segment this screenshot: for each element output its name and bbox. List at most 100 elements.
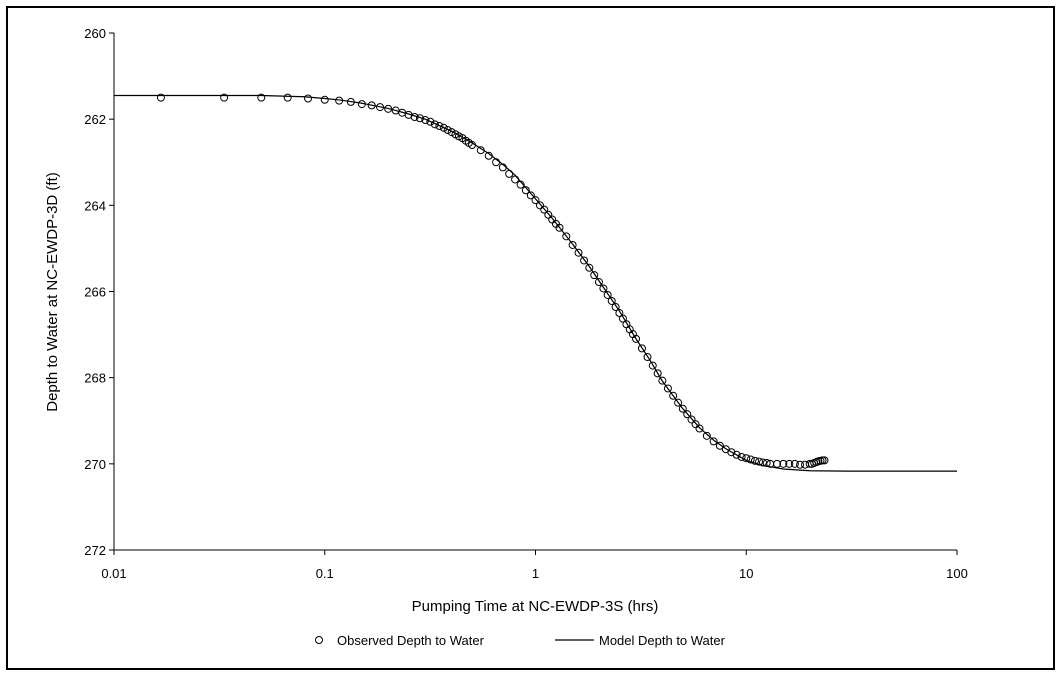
observed-point xyxy=(505,169,514,178)
y-tick-label: 266 xyxy=(84,285,106,300)
observed-point xyxy=(320,95,329,104)
observed-point xyxy=(376,103,385,112)
observed-point xyxy=(643,352,652,361)
observed-point xyxy=(818,456,827,465)
observed-point xyxy=(562,232,571,241)
observed-point xyxy=(615,309,624,318)
observed-point xyxy=(678,404,687,413)
observed-point xyxy=(790,459,799,468)
chart-frame xyxy=(6,6,1055,670)
observed-point xyxy=(796,460,805,469)
observed-point xyxy=(618,314,627,323)
observed-point xyxy=(727,448,736,457)
observed-point xyxy=(585,263,594,272)
tick-labels: 0.01 0.1 1 10 100 260 262 264 266 268 270 272 xyxy=(84,26,968,581)
observed-point xyxy=(663,384,672,393)
observed-point xyxy=(674,398,683,407)
x-axis-title: Pumping Time at NC-EWDP-3S (hrs) xyxy=(412,598,659,615)
x-tick-label: 100 xyxy=(946,566,968,581)
observed-point xyxy=(773,459,782,468)
observed-point xyxy=(755,457,764,466)
observed-point xyxy=(531,196,540,205)
observed-point xyxy=(544,210,553,219)
observed-point xyxy=(732,450,741,459)
observed-point xyxy=(498,163,507,172)
observed-point xyxy=(750,456,759,465)
observed-point xyxy=(516,180,525,189)
observed-point xyxy=(535,201,544,210)
observed-point xyxy=(426,117,435,126)
observed-point xyxy=(607,296,616,305)
observed-point xyxy=(599,284,608,293)
y-tick-label: 262 xyxy=(84,112,106,127)
observed-point xyxy=(304,94,313,103)
observed-point xyxy=(443,125,452,134)
observed-point xyxy=(468,141,477,150)
observed-point xyxy=(511,175,520,184)
observed-point xyxy=(715,441,724,450)
observed-point xyxy=(603,290,612,299)
legend: Observed Depth to Water Model Depth to W… xyxy=(315,633,726,648)
observed-point xyxy=(691,420,700,429)
observed-point xyxy=(439,123,448,132)
observed-point xyxy=(687,415,696,424)
observed-point xyxy=(648,361,657,370)
observed-point xyxy=(357,100,366,109)
observed-point xyxy=(384,104,393,113)
observed-point xyxy=(611,303,620,312)
x-tick-label: 0.01 xyxy=(101,566,126,581)
observed-point xyxy=(737,452,746,461)
observed-point xyxy=(367,101,376,110)
observed-point xyxy=(410,113,419,122)
legend-label-model: Model Depth to Water xyxy=(599,633,726,648)
y-tick-label: 260 xyxy=(84,26,106,41)
observed-point xyxy=(568,240,577,249)
observed-point xyxy=(421,116,430,125)
observed-point xyxy=(335,96,344,105)
observed-point xyxy=(590,271,599,280)
observed-point xyxy=(521,186,530,195)
observed-point xyxy=(785,459,794,468)
legend-marker-observed xyxy=(315,636,323,644)
observed-point xyxy=(637,344,646,353)
observed-point xyxy=(742,454,751,463)
y-tick-label: 272 xyxy=(84,543,106,558)
observed-point xyxy=(669,391,678,400)
observed-point xyxy=(492,158,501,167)
observed-point xyxy=(283,93,292,102)
observed-point xyxy=(540,205,549,214)
y-tick-label: 270 xyxy=(84,457,106,472)
observed-point xyxy=(574,248,583,257)
observed-point xyxy=(758,458,767,467)
observed-point xyxy=(415,114,424,123)
model-depth-line xyxy=(114,94,957,472)
observed-point xyxy=(430,120,439,129)
observed-point xyxy=(346,97,355,106)
observed-point xyxy=(658,376,667,385)
observed-point xyxy=(762,458,771,467)
y-tick-label: 268 xyxy=(84,371,106,386)
observed-point xyxy=(257,93,266,102)
x-tick-label: 10 xyxy=(739,566,753,581)
observed-point xyxy=(820,456,829,465)
observed-point xyxy=(447,128,456,137)
x-tick-label: 1 xyxy=(532,566,539,581)
x-tick-label: 0.1 xyxy=(316,566,334,581)
observed-point xyxy=(653,369,662,378)
observed-point xyxy=(580,256,589,265)
observed-point xyxy=(683,410,692,419)
observed-point xyxy=(695,424,704,433)
observed-point xyxy=(484,151,493,160)
axes xyxy=(109,32,958,555)
observed-point xyxy=(476,146,485,155)
observed-point xyxy=(220,93,229,102)
observed-point xyxy=(632,334,641,343)
observed-point xyxy=(548,215,557,224)
model-series xyxy=(114,94,957,472)
y-tick-label: 264 xyxy=(84,198,106,213)
observed-point xyxy=(746,455,755,464)
observed-point xyxy=(779,459,788,468)
observed-point xyxy=(555,223,564,232)
observed-point xyxy=(526,191,535,200)
